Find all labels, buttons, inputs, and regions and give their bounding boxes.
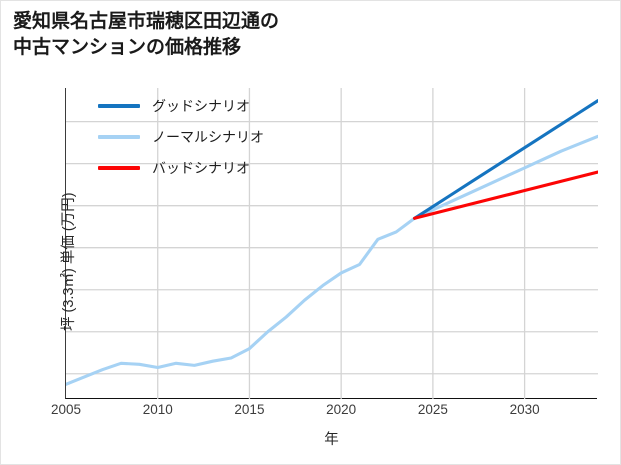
gridlines (66, 88, 598, 399)
legend-item[interactable]: ノーマルシナリオ (98, 127, 264, 147)
x-tick-label: 2015 (234, 402, 265, 417)
series-line (412, 170, 598, 220)
x-tick-label: 2010 (142, 402, 173, 417)
x-tick-label: 2005 (50, 402, 82, 417)
legend-item-label: グッドシナリオ (152, 98, 250, 114)
x-axis-label: 年 (324, 432, 339, 448)
legend-color-swatch (98, 104, 140, 108)
x-tick-label: 2020 (326, 402, 357, 417)
x-tick-label: 2030 (509, 402, 540, 417)
x-tick-label: 2025 (417, 402, 448, 417)
legend-color-swatch (98, 135, 140, 139)
chart-canvas (66, 88, 598, 399)
series-line (66, 134, 598, 386)
legend-item[interactable]: グッドシナリオ (98, 96, 264, 116)
y-axis-label: 坪 (3.3㎡) 単価 (万円) (61, 192, 77, 331)
plot-area: 6080100120140160180 20052010201520202025… (51, 88, 598, 448)
chart-legend: グッドシナリオ ノーマルシナリオ バッドシナリオ (98, 96, 264, 178)
legend-item-label: ノーマルシナリオ (152, 129, 264, 145)
legend-item-label: バッドシナリオ (152, 160, 250, 176)
legend-color-swatch (98, 166, 140, 170)
legend-item[interactable]: バッドシナリオ (98, 158, 264, 178)
chart-title: 愛知県名古屋市瑞穂区田辺通の 中古マンションの価格推移 (13, 11, 280, 59)
series-lines (66, 99, 598, 386)
series-line (412, 99, 598, 220)
